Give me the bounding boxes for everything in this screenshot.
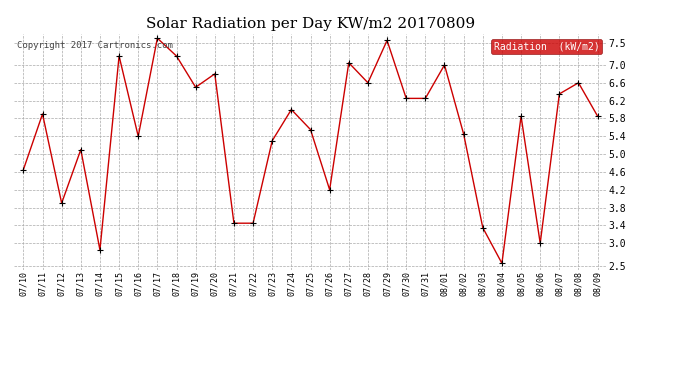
Title: Solar Radiation per Day KW/m2 20170809: Solar Radiation per Day KW/m2 20170809 [146, 17, 475, 31]
Legend: Radiation  (kW/m2): Radiation (kW/m2) [491, 39, 602, 54]
Text: Copyright 2017 Cartronics.com: Copyright 2017 Cartronics.com [17, 41, 172, 50]
